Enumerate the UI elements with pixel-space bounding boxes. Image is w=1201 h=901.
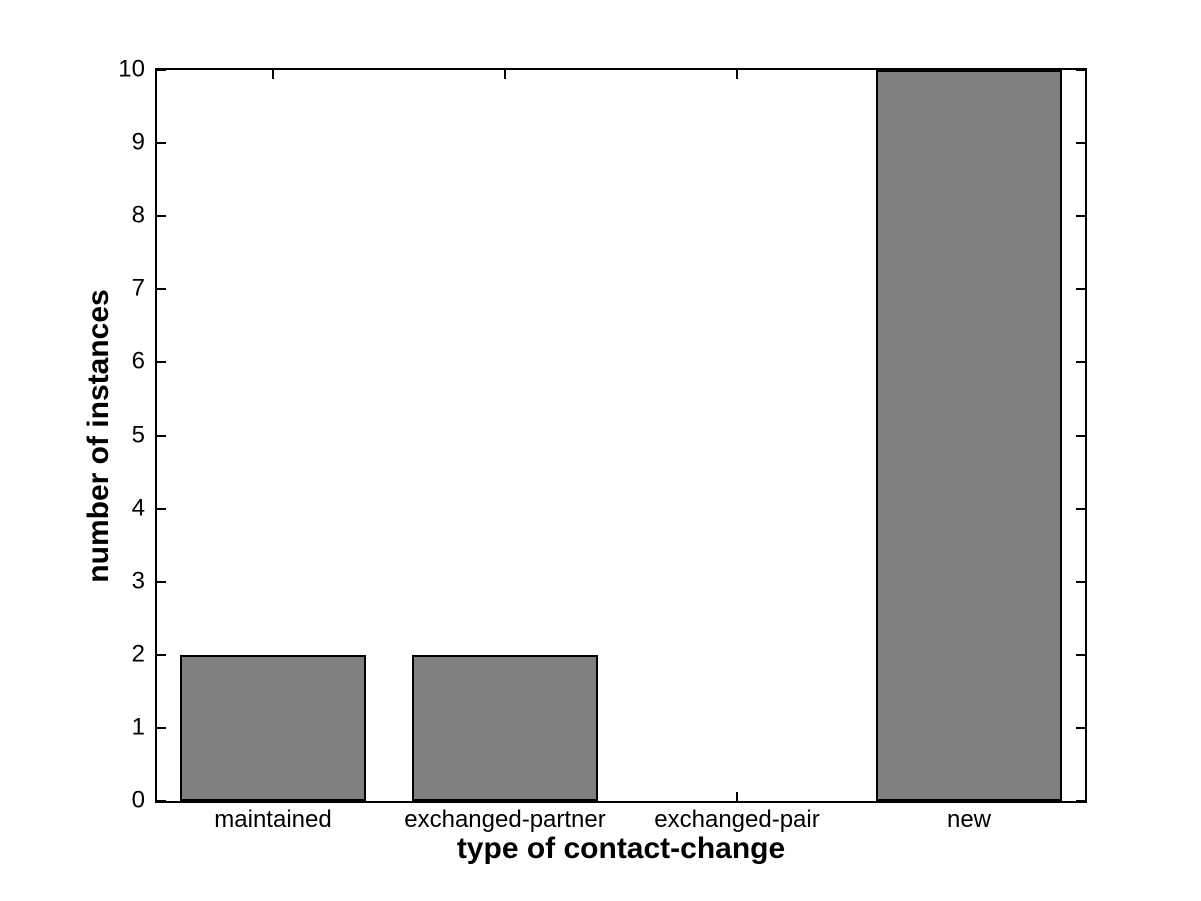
- y-tick-label: 6: [131, 347, 145, 375]
- y-axis-tick: [157, 507, 166, 510]
- x-tick-label: new: [946, 806, 992, 833]
- y-axis-tick: [1076, 361, 1085, 364]
- y-tick-label: 1: [131, 713, 145, 741]
- bar-new: [876, 70, 1062, 801]
- y-axis-tick: [157, 800, 166, 802]
- y-axis-tick: [157, 726, 166, 729]
- y-axis-tick: [157, 361, 166, 364]
- bar-exchanged-partner: [412, 654, 598, 801]
- y-axis-tick: [157, 434, 166, 437]
- x-tick-label: maintained: [214, 806, 332, 833]
- y-axis-label: number of instances: [82, 289, 115, 583]
- y-axis-tick: [157, 215, 166, 218]
- x-tick-label: exchanged-pair: [654, 806, 820, 833]
- y-axis-tick: [1076, 653, 1085, 656]
- x-axis-tick: [736, 792, 738, 801]
- y-tick-label: 5: [131, 420, 145, 448]
- x-axis-label: type of contact-change: [456, 832, 786, 865]
- y-tick-label: 2: [131, 640, 145, 668]
- y-axis-tick: [1076, 800, 1085, 802]
- x-axis-tick: [504, 70, 506, 79]
- y-axis-tick: [1076, 288, 1085, 291]
- y-axis-tick: [1076, 726, 1085, 729]
- y-tick-label: 4: [131, 494, 145, 522]
- x-axis-tick: [736, 70, 738, 79]
- plot-area: [155, 68, 1087, 803]
- y-tick-label: 8: [131, 201, 145, 229]
- y-axis-tick: [157, 653, 166, 656]
- x-tick-label: exchanged-partner: [404, 806, 606, 833]
- y-axis-tick: [1076, 69, 1085, 71]
- y-tick-label: 3: [131, 567, 145, 595]
- y-axis-tick: [1076, 215, 1085, 218]
- y-tick-label: 7: [131, 274, 145, 302]
- y-axis-tick: [1076, 142, 1085, 145]
- x-axis-tick: [272, 70, 274, 79]
- y-tick-label: 0: [131, 786, 145, 814]
- y-axis-tick: [1076, 507, 1085, 510]
- y-tick-label: 9: [131, 128, 145, 156]
- y-axis-tick: [1076, 434, 1085, 437]
- y-axis-tick: [157, 288, 166, 291]
- y-axis-tick: [157, 69, 166, 71]
- bar-maintained: [180, 654, 366, 801]
- y-axis-tick: [157, 580, 166, 583]
- y-axis-tick: [157, 142, 166, 145]
- y-tick-label: 10: [118, 55, 145, 83]
- y-axis-tick: [1076, 580, 1085, 583]
